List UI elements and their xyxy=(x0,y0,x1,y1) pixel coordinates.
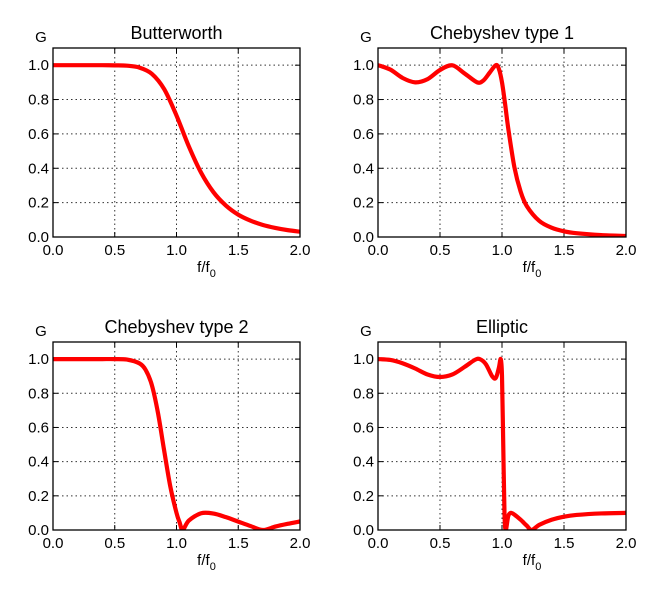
axes-frame xyxy=(377,47,627,238)
y-tick-label: 0.0 xyxy=(353,229,374,246)
x-tick-label: 1.5 xyxy=(228,535,249,552)
y-tick-label: 1.0 xyxy=(353,351,374,368)
x-tick-label: 0.0 xyxy=(368,535,389,552)
x-tick-label: 0.5 xyxy=(104,535,125,552)
x-axis-label-subscript: 0 xyxy=(210,268,216,280)
x-axis-label-main: f/f xyxy=(197,552,210,569)
y-tick-label: 1.0 xyxy=(28,57,49,74)
y-tick-label: 0.6 xyxy=(28,126,49,143)
x-tick-label: 1.5 xyxy=(554,535,575,552)
y-tick-label: 0.6 xyxy=(353,126,374,143)
x-tick-label: 1.0 xyxy=(166,242,187,259)
y-tick-label: 0.0 xyxy=(353,522,374,539)
x-tick-label: 1.5 xyxy=(554,242,575,259)
x-tick-label: 2.0 xyxy=(290,242,311,259)
y-tick-label: 0.8 xyxy=(28,385,49,402)
x-tick-label: 1.0 xyxy=(492,242,513,259)
x-axis-label-main: f/f xyxy=(523,259,536,276)
axes-frame xyxy=(52,47,301,238)
y-axis-label: G xyxy=(35,29,47,46)
y-tick-label: 1.0 xyxy=(353,57,374,74)
gain-curve xyxy=(53,63,300,234)
subplot-title: Chebyshev type 2 xyxy=(104,317,248,337)
x-tick-label: 0.0 xyxy=(43,242,64,259)
y-tick-label: 0.6 xyxy=(353,419,374,436)
y-tick-label: 0.2 xyxy=(28,488,49,505)
axes-frame xyxy=(377,341,627,531)
y-axis-label: G xyxy=(360,29,372,46)
x-axis-label-subscript: 0 xyxy=(535,561,541,573)
x-axis-label-main: f/f xyxy=(523,552,536,569)
y-tick-label: 0.8 xyxy=(353,92,374,109)
y-tick-label: 0.4 xyxy=(353,454,374,471)
subplot-1: 0.0 0.5 1.0 1.5 2.0 0.0 0.2 0.4 0.6 0.8 1.0 Butterw… xyxy=(28,23,310,280)
x-tick-label: 0.0 xyxy=(368,242,389,259)
x-axis-label-subscript: 0 xyxy=(535,268,541,280)
y-tick-label: 0.4 xyxy=(28,160,49,177)
x-tick-label: 1.0 xyxy=(166,535,187,552)
x-axis-label-main: f/f xyxy=(197,259,210,276)
x-axis-label: f/f0 xyxy=(523,552,542,573)
subplot-2: 0.0 0.5 1.0 1.5 2.0 0.0 0.2 0.4 0.6 0.8 1.0 Chebysh… xyxy=(353,23,636,280)
x-tick-label: 1.5 xyxy=(228,242,249,259)
x-tick-label: 0.5 xyxy=(430,242,451,259)
y-tick-label: 0.0 xyxy=(28,522,49,539)
x-tick-label: 2.0 xyxy=(616,242,637,259)
y-tick-label: 0.4 xyxy=(28,454,49,471)
gain-curve xyxy=(378,356,626,530)
x-tick-label: 0.5 xyxy=(104,242,125,259)
y-tick-label: 0.8 xyxy=(28,92,49,109)
x-tick-label: 2.0 xyxy=(290,535,311,552)
y-tick-label: 0.8 xyxy=(353,385,374,402)
y-tick-label: 1.0 xyxy=(28,351,49,368)
subplot-title: Butterworth xyxy=(130,23,222,43)
axes-frame xyxy=(52,341,301,531)
x-tick-label: 2.0 xyxy=(616,535,637,552)
y-tick-label: 0.2 xyxy=(353,488,374,505)
y-tick-label: 0.2 xyxy=(353,195,374,212)
x-axis-label: f/f0 xyxy=(523,259,542,280)
y-axis-label: G xyxy=(360,323,372,340)
gain-curve xyxy=(378,62,626,237)
y-tick-label: 0.4 xyxy=(353,160,374,177)
y-axis-label: G xyxy=(35,323,47,340)
x-axis-label: f/f0 xyxy=(197,552,216,573)
gain-curve xyxy=(53,356,300,530)
y-tick-label: 0.2 xyxy=(28,195,49,212)
y-tick-label: 0.0 xyxy=(28,229,49,246)
x-tick-label: 1.0 xyxy=(492,535,513,552)
x-axis-label: f/f0 xyxy=(197,259,216,280)
subplot-4: 0.0 0.5 1.0 1.5 2.0 0.0 0.2 0.4 0.6 0.8 1.0 Ellipti… xyxy=(353,317,636,573)
x-tick-label: 0.0 xyxy=(43,535,64,552)
x-axis-label-subscript: 0 xyxy=(210,561,216,573)
x-tick-label: 0.5 xyxy=(430,535,451,552)
subplot-title: Chebyshev type 1 xyxy=(430,23,574,43)
subplot-title: Elliptic xyxy=(476,317,528,337)
subplot-3: 0.0 0.5 1.0 1.5 2.0 0.0 0.2 0.4 0.6 0.8 1.0 Chebysh… xyxy=(28,317,310,573)
y-tick-label: 0.6 xyxy=(28,419,49,436)
